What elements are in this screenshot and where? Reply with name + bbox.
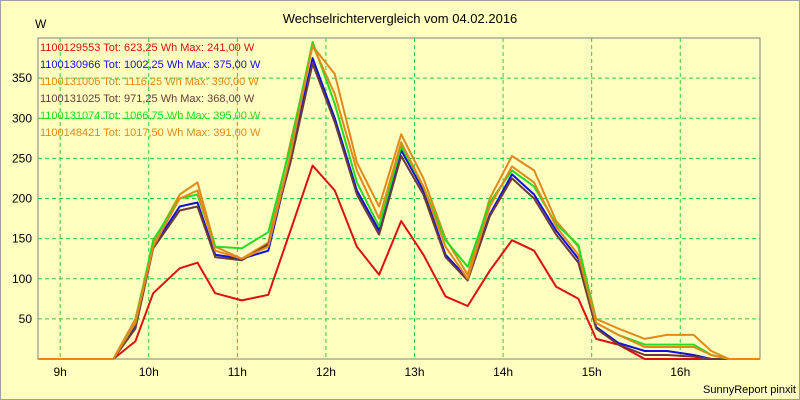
y-tick-label: 50 — [19, 312, 33, 326]
series-line-1100148421 — [38, 44, 760, 360]
y-axis-label: W — [35, 17, 47, 31]
legend-entry-1100129553: 1100129553 Tot: 623,25 Wh Max: 241,00 W — [40, 42, 255, 54]
series-line-1100129553 — [38, 164, 760, 360]
legend-entry-1100131025: 1100131025 Tot: 971,25 Wh Max: 368,00 W — [40, 93, 255, 105]
legend-entry-1100131006: 1100131006 Tot: 1116,25 Wh Max: 390,00 W — [40, 76, 259, 88]
y-tick-label: 350 — [12, 71, 32, 85]
y-tick-label: 200 — [12, 192, 32, 206]
axis-ticks: 50 100 150 200 250 300 350 9h 10h 11h 12h 13h 14h 15h… — [12, 71, 690, 379]
legend-entry-1100131074: 1100131074 Tot: 1066,75 Wh Max: 395,00 W — [40, 110, 261, 122]
y-tick-label: 250 — [12, 151, 32, 165]
x-tick-label: 9h — [53, 365, 66, 379]
legend-entry-1100148421: 1100148421 Tot: 1017,50 Wh Max: 391,00 W — [40, 127, 261, 139]
x-tick-label: 10h — [139, 365, 159, 379]
series-lines — [38, 41, 760, 360]
y-tick-label: 150 — [12, 232, 32, 246]
x-tick-label: 14h — [493, 365, 513, 379]
x-tick-label: 11h — [228, 365, 247, 379]
y-tick-label: 300 — [12, 111, 32, 125]
x-tick-label: 12h — [316, 365, 336, 379]
x-tick-label: 16h — [670, 365, 690, 379]
x-tick-label: 15h — [582, 365, 602, 379]
legend: 1100129553 Tot: 623,25 Wh Max: 241,00 W 1… — [40, 42, 261, 139]
credit-text: SunnyReport pinxit — [703, 384, 796, 396]
chart-title: Wechselrichtervergleich vom 04.02.2016 — [283, 11, 518, 26]
legend-entry-1100130966: 1100130966 Tot: 1002,25 Wh Max: 375,00 W — [40, 59, 261, 71]
y-tick-label: 100 — [12, 272, 32, 286]
x-tick-label: 13h — [404, 365, 424, 379]
